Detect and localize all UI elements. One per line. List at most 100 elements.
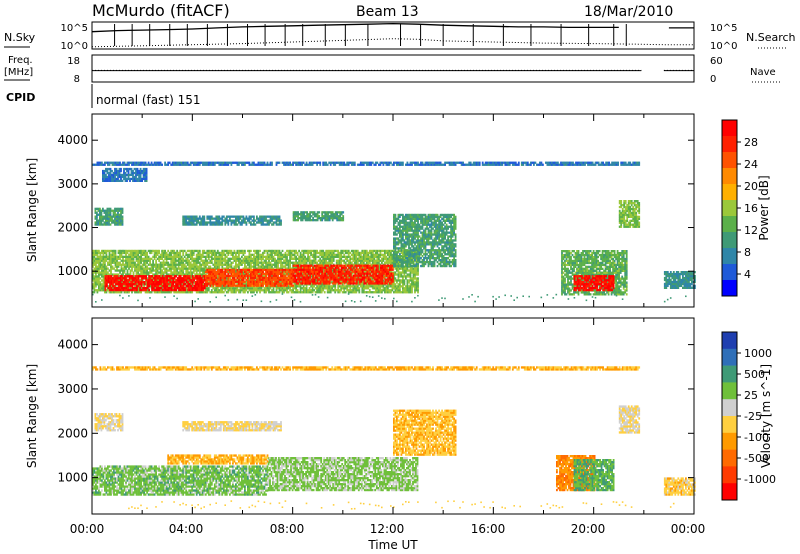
power-cell-4-4415 (402, 285, 404, 288)
power-cell-4-2922 (277, 263, 279, 266)
power-cell-4-2182 (213, 251, 216, 255)
power-cell-4-3650 (338, 291, 341, 294)
power-cell-3-653 (316, 215, 319, 218)
power-cell-4-782 (95, 251, 97, 255)
power-cell-4-2279 (222, 287, 225, 290)
power-cell-4-2358 (229, 263, 231, 266)
power-cell-5-4933 (176, 277, 179, 280)
power-cell-4-2038 (201, 261, 204, 264)
power-cell-0-74 (108, 209, 110, 212)
power-cell-4-2454 (238, 265, 240, 268)
power-cell-4-1522 (158, 251, 160, 255)
power-cell-4-2341 (227, 261, 230, 264)
power-cell-2-450 (229, 219, 231, 222)
power-cell-3-644 (313, 219, 316, 222)
power-cell-4-1077 (120, 265, 123, 268)
power-cell-1-202 (115, 173, 118, 177)
power-cell-4-2921 (277, 265, 279, 268)
power-cell-4-2325 (225, 251, 228, 255)
power-cell-4-2928 (277, 251, 279, 255)
power-cell-0-33 (100, 217, 103, 220)
power-cell-4-3267 (305, 259, 308, 262)
power-cell-2-330 (185, 223, 188, 226)
power-cell-4-1814 (182, 251, 185, 255)
power-cell-4-1608 (165, 273, 168, 276)
power-cell-5-4619 (104, 283, 107, 286)
power-cell-4-1527 (159, 285, 162, 288)
power-cell-4-3934 (361, 257, 364, 260)
power-cell-4-1061 (119, 263, 121, 266)
power-cell-4-761 (93, 255, 96, 258)
power-cell-4-787 (96, 281, 99, 284)
power-cell-4-2362 (229, 249, 231, 253)
power-cell-4-1652 (168, 253, 171, 256)
power-cell-4-2378 (230, 251, 233, 255)
power-cell-5-4822 (152, 288, 155, 292)
power-cell-4-960 (110, 257, 112, 260)
power-cell-4-1760 (177, 253, 180, 256)
power-cell-1-173 (108, 173, 110, 177)
power-cell-4-1807 (182, 267, 185, 270)
power-cell-4-2979 (281, 267, 284, 270)
power-cell-4-3465 (322, 257, 325, 260)
power-cell-4-2738 (262, 275, 264, 278)
power-cell-4-3358 (314, 291, 317, 294)
power-cell-5-4902 (170, 288, 173, 292)
power-cell-4-1320 (140, 249, 142, 253)
power-cell-5-4922 (175, 286, 178, 290)
power-cell-4-2799 (266, 249, 269, 253)
power-cell-4-2144 (210, 257, 213, 260)
power-cell-0-138 (121, 223, 124, 226)
power-cell-2-436 (222, 219, 225, 222)
power-cell-4-2058 (203, 259, 206, 262)
power-cell-4-2971 (281, 283, 284, 286)
freq-panel: Freq. [MHz] 18 8 60 0 Nave (4, 54, 780, 85)
power-cell-4-4355 (396, 279, 398, 282)
power-cell-3-637 (310, 219, 313, 222)
power-cell-4-2201 (215, 251, 218, 255)
power-cell-1-147 (102, 177, 104, 181)
power-cell-4-3423 (319, 261, 322, 264)
power-cell-4-1890 (189, 275, 192, 278)
power-cell-1-160 (105, 175, 107, 179)
power-cell-0-115 (117, 217, 119, 220)
power-cell-0-120 (117, 207, 119, 210)
power-cell-1-163 (105, 167, 107, 171)
power-cell-5-4712 (125, 284, 128, 288)
power-cell-4-1505 (156, 251, 159, 255)
power-cell-4-3615 (335, 289, 338, 292)
power-cell-4-4605 (417, 271, 419, 274)
power-cell-4-1319 (140, 251, 142, 255)
power-cell-4-1048 (117, 255, 120, 258)
power-cell-2-472 (236, 215, 239, 218)
power-cell-4-2478 (239, 251, 242, 255)
power-cell-4-1961 (195, 271, 198, 274)
power-cell-5-4684 (119, 286, 122, 290)
power-cell-4-3212 (301, 255, 303, 258)
power-cell-4-2160 (212, 263, 215, 266)
power-cell-4-847 (101, 269, 103, 272)
power-cell-4-1293 (138, 265, 141, 268)
power-cell-4-2699 (259, 291, 261, 294)
power-cell-4-2096 (206, 253, 209, 256)
power-cell-4-2660 (256, 289, 258, 292)
power-cell-4-3732 (344, 255, 347, 258)
power-cell-5-4921 (175, 288, 178, 292)
power-cell-5-4771 (139, 286, 141, 290)
power-cell-4-2811 (268, 267, 270, 270)
power-cell-4-2071 (204, 269, 207, 272)
power-cell-2-479 (239, 217, 242, 220)
power-cell-4-2373 (230, 265, 233, 268)
power-cell-5-4807 (148, 279, 150, 282)
power-cell-4-1673 (170, 249, 173, 253)
power-cell-4-1207 (131, 253, 133, 256)
power-cell-4-909 (105, 265, 108, 268)
power-cell-4-2863 (272, 281, 275, 284)
power-cell-4-2893 (275, 289, 278, 292)
power-cell-4-1182 (129, 269, 132, 272)
power-cell-4-2292 (222, 253, 225, 256)
power-cell-4-3408 (317, 255, 320, 258)
power-cell-5-4693 (121, 284, 123, 288)
power-cell-0-89 (112, 221, 115, 224)
power-cell-4-743 (92, 251, 94, 255)
